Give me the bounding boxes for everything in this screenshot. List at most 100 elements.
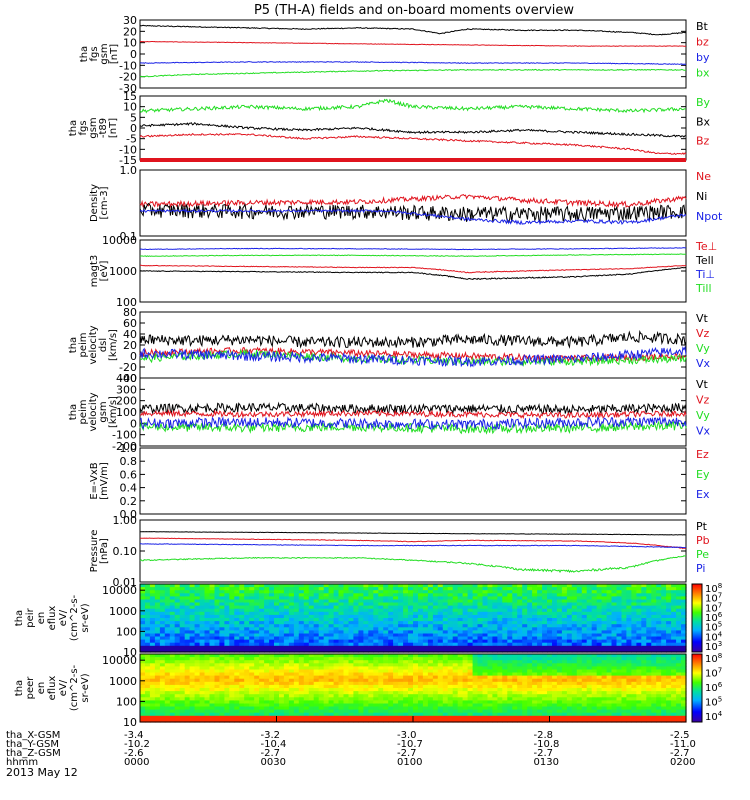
heatmap-cell xyxy=(283,627,290,631)
heatmap-cell xyxy=(621,645,628,650)
heatmap-cell xyxy=(601,590,608,594)
heatmap-cell xyxy=(378,657,384,661)
heatmap-cell xyxy=(547,642,553,647)
heatmap-cell xyxy=(413,688,419,692)
heatmap-cell xyxy=(547,697,553,701)
heatmap-cell xyxy=(477,712,484,717)
heatmap-cell xyxy=(586,678,593,683)
heatmap-cell xyxy=(418,694,424,698)
heatmap-cell xyxy=(293,688,300,692)
heatmap-cell xyxy=(586,590,593,594)
heatmap-cell xyxy=(154,642,161,647)
heatmap-cell xyxy=(661,688,667,692)
heatmap-cell xyxy=(487,694,494,698)
heatmap-cell xyxy=(184,614,191,619)
heatmap-cell xyxy=(313,593,320,597)
heatmap-cell xyxy=(616,666,623,671)
heatmap-cell xyxy=(283,681,290,686)
heatmap-cell xyxy=(140,672,146,677)
heatmap-cell xyxy=(571,593,578,597)
heatmap-cell xyxy=(249,599,255,604)
heatmap-cell xyxy=(274,675,280,680)
heatmap-cell xyxy=(383,639,389,644)
heatmap-cell xyxy=(373,663,379,667)
heatmap-cell xyxy=(333,660,340,664)
heatmap-cell xyxy=(487,669,494,674)
heatmap-cell xyxy=(403,590,409,594)
heatmap-cell xyxy=(288,630,295,635)
panel-frame xyxy=(139,169,687,237)
legend-label: Bz xyxy=(696,135,710,148)
heatmap-cell xyxy=(566,715,573,720)
heatmap-cell xyxy=(517,642,523,647)
heatmap-cell xyxy=(537,599,543,604)
heatmap-cell xyxy=(408,590,414,594)
heatmap-cell xyxy=(264,675,270,680)
heatmap-cell xyxy=(527,648,533,653)
heatmap-cell xyxy=(552,666,558,671)
heatmap-cell xyxy=(497,633,503,638)
heatmap-cell xyxy=(194,618,201,622)
heatmap-cell xyxy=(254,709,260,714)
heatmap-cell xyxy=(497,706,503,711)
heatmap-cell xyxy=(179,697,186,701)
heatmap-cell xyxy=(269,633,275,638)
heatmap-cell xyxy=(621,621,628,625)
heatmap-cell xyxy=(601,663,608,667)
heatmap-cell xyxy=(323,712,330,717)
heatmap-cell xyxy=(154,648,161,653)
heatmap-cell xyxy=(542,700,548,705)
heatmap-cell xyxy=(561,639,568,644)
heatmap-cell xyxy=(288,691,295,695)
heatmap-cell xyxy=(154,645,161,650)
heatmap-cell xyxy=(318,633,325,638)
heatmap-cell xyxy=(328,703,335,708)
heatmap-cell xyxy=(636,596,642,601)
heatmap-cell xyxy=(408,636,414,641)
heatmap-cell xyxy=(571,675,578,680)
heatmap-cell xyxy=(318,590,325,594)
heatmap-cell xyxy=(358,657,364,661)
heatmap-cell xyxy=(244,648,250,653)
heatmap-cell xyxy=(517,605,523,610)
heatmap-cell xyxy=(293,584,300,588)
heatmap-cell xyxy=(239,681,245,686)
legend-label: Pe xyxy=(696,548,709,561)
heatmap-cell xyxy=(442,715,449,720)
heatmap-cell xyxy=(442,703,449,708)
heatmap-cell xyxy=(437,672,444,677)
heatmap-cell xyxy=(408,718,414,723)
heatmap-cell xyxy=(363,672,369,677)
heatmap-cell xyxy=(537,587,543,591)
heatmap-cell xyxy=(328,675,335,680)
heatmap-cell xyxy=(566,672,573,677)
heatmap-cell xyxy=(502,642,508,647)
heatmap-cell xyxy=(204,657,211,661)
heatmap-cell xyxy=(179,669,186,674)
heatmap-cell xyxy=(343,614,350,619)
heatmap-cell xyxy=(358,700,364,705)
heatmap-cell xyxy=(224,608,230,613)
heatmap-cell xyxy=(561,654,568,658)
heatmap-cell xyxy=(413,706,419,711)
heatmap-cell xyxy=(219,706,225,711)
heatmap-cell xyxy=(467,697,474,701)
heatmap-cell xyxy=(298,694,305,698)
heatmap-cell xyxy=(576,657,583,661)
heatmap-cell xyxy=(159,630,166,635)
heatmap-cell xyxy=(164,642,171,647)
y-axis-label: [km/s] xyxy=(108,329,119,361)
heatmap-cell xyxy=(229,584,235,588)
heatmap-cell xyxy=(308,633,315,638)
heatmap-cell xyxy=(333,636,340,641)
heatmap-cell xyxy=(388,709,394,714)
heatmap-cell xyxy=(318,663,325,667)
heatmap-cell xyxy=(338,636,345,641)
heatmap-cell xyxy=(432,700,439,705)
heatmap-cell xyxy=(681,636,687,641)
y-axis-label: [km/s] xyxy=(108,396,119,428)
heatmap-cell xyxy=(368,636,374,641)
heatmap-cell xyxy=(408,712,414,717)
legend-label: Ey xyxy=(696,468,710,481)
heatmap-cell xyxy=(681,593,687,597)
